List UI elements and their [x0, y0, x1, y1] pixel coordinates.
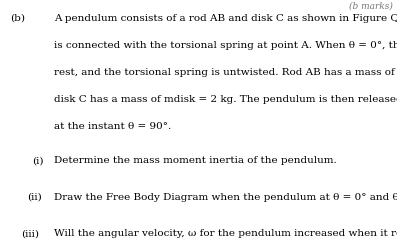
- Text: disk C has a mass of mdisk = 2 kg. The pendulum is then released and falls downw: disk C has a mass of mdisk = 2 kg. The p…: [54, 95, 397, 104]
- Text: rest, and the torsional spring is untwisted. Rod AB has a mass of mrod = 6 kg, a: rest, and the torsional spring is untwis…: [54, 68, 397, 77]
- Text: Determine the mass moment inertia of the pendulum.: Determine the mass moment inertia of the…: [54, 156, 336, 165]
- Text: (ii): (ii): [27, 193, 42, 202]
- Text: (i): (i): [33, 156, 44, 165]
- Text: Will the angular velocity, ω for the pendulum increased when it released and: Will the angular velocity, ω for the pen…: [54, 229, 397, 238]
- Text: is connected with the torsional spring at point A. When θ = 0°, the pendulum is : is connected with the torsional spring a…: [54, 41, 397, 50]
- Text: Draw the Free Body Diagram when the pendulum at θ = 0° and θ = 90°.: Draw the Free Body Diagram when the pend…: [54, 193, 397, 202]
- Text: A pendulum consists of a rod AB and disk C as shown in Figure Q4. The pendulum: A pendulum consists of a rod AB and disk…: [54, 14, 397, 23]
- Text: (b): (b): [10, 14, 25, 23]
- Text: at the instant θ = 90°.: at the instant θ = 90°.: [54, 122, 171, 131]
- Text: (iii): (iii): [21, 229, 39, 238]
- Text: (b marks): (b marks): [349, 1, 393, 10]
